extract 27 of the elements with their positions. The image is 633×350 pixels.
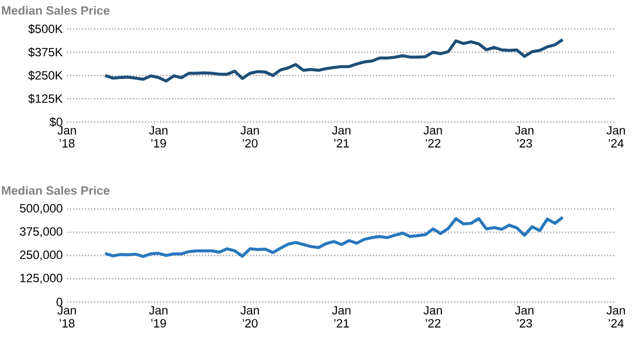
chart-title: Median Sales Price: [2, 6, 110, 15]
x-tick-label: Jan ’20: [240, 126, 259, 148]
y-tick-label: $0: [50, 117, 62, 127]
y-tick-label: 500,000: [20, 204, 62, 214]
line-series: [104, 38, 564, 83]
x-tick-label: Jan ’24: [606, 306, 625, 328]
y-tick-label: $375K: [28, 47, 63, 58]
chart-title: Median Sales Price: [2, 186, 110, 195]
x-tick-label: Jan ’19: [149, 126, 168, 148]
y-tick-label: 0: [56, 298, 62, 306]
x-tick-label: Jan ’23: [515, 126, 534, 148]
y-tick-label: $500K: [28, 24, 63, 34]
x-tick-label: Jan ’18: [58, 126, 76, 148]
x-tick-label: Jan ’21: [332, 126, 350, 148]
y-tick-label: $125K: [28, 94, 63, 104]
x-tick-label: Jan ’23: [515, 306, 534, 328]
x-tick-label: Jan ’24: [606, 126, 625, 148]
x-tick-label: Jan ’22: [424, 126, 442, 148]
x-tick-label: Jan ’22: [424, 306, 442, 328]
y-tick-label: 250,000: [20, 250, 62, 260]
x-tick-label: Jan ’20: [240, 306, 259, 328]
x-tick-label: Jan ’18: [58, 306, 76, 328]
y-tick-label: 125,000: [20, 274, 62, 284]
y-tick-label: $250K: [28, 70, 63, 80]
x-tick-label: Jan ’21: [332, 306, 350, 328]
y-tick-label: 375,000: [20, 227, 62, 238]
x-tick-label: Jan ’19: [149, 306, 168, 328]
